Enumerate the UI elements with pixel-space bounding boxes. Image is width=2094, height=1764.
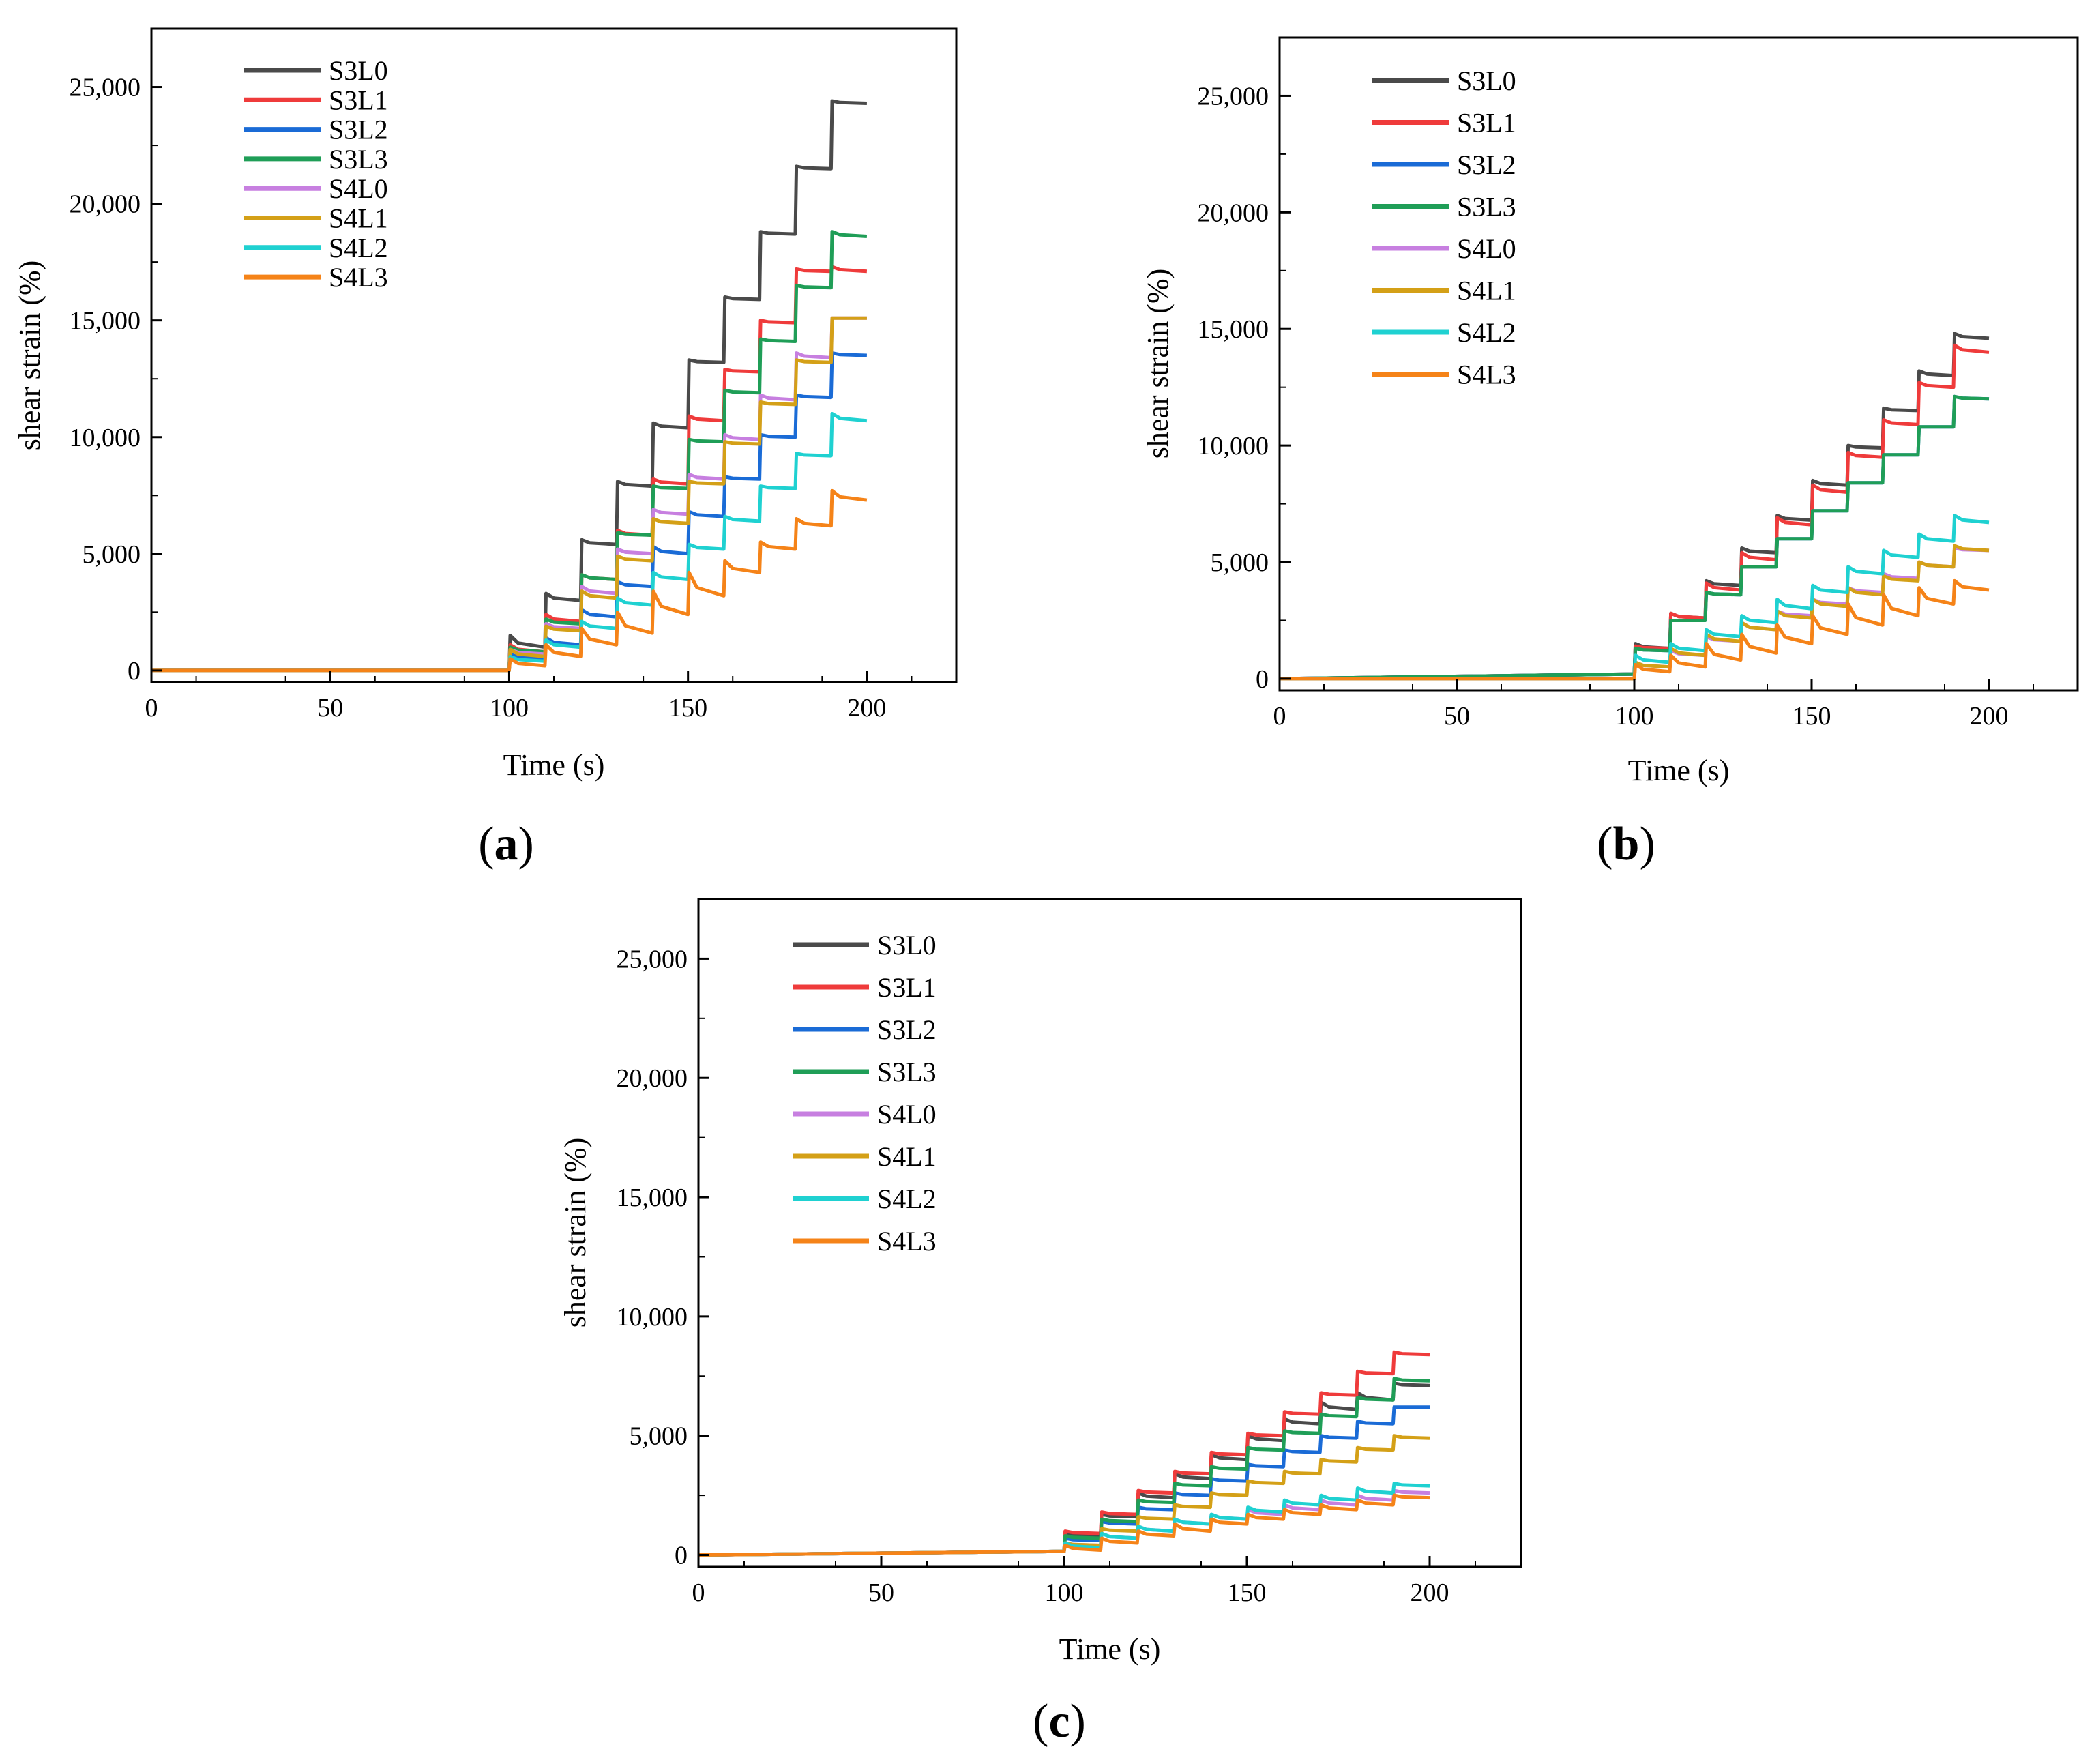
legend-label: S4L2	[329, 233, 388, 263]
y-tick-label: 10,000	[70, 424, 141, 452]
legend-label: S3L2	[1457, 149, 1516, 180]
panel-c-legend: S3L0 S3L1 S3L2 S3L3 S4L0 S4L1 S4L2 S4L3	[793, 930, 937, 1256]
y-tick-label: 15,000	[1198, 315, 1269, 344]
x-tick-label: 50	[317, 694, 343, 722]
x-tick-label: 200	[1411, 1578, 1449, 1607]
panel-b-legend: S3L0 S3L1 S3L2 S3L3 S4L0 S4L1 S4L2 S4L3	[1372, 65, 1516, 390]
legend-label: S3L3	[329, 144, 388, 175]
y-tick-label: 15,000	[617, 1184, 688, 1212]
panel-a-x-axis-title: Time (s)	[503, 748, 605, 782]
legend-label: S3L2	[877, 1014, 937, 1045]
y-tick-label: 25,000	[1198, 82, 1269, 111]
y-tick-label: 5,000	[83, 540, 141, 569]
legend-label: S3L1	[1457, 108, 1516, 138]
legend-label: S4L3	[329, 262, 388, 293]
legend-label: S4L3	[1457, 359, 1516, 390]
x-tick-label: 100	[1615, 702, 1654, 731]
y-tick-label: 0	[1256, 665, 1269, 694]
panel-b-ticks: 0 50 100 150 200 0 5,000 10,000 15,000 20,000 25,0…	[1198, 82, 2034, 731]
x-tick-label: 200	[1970, 702, 2009, 731]
x-tick-label: 100	[1045, 1578, 1084, 1607]
x-tick-label: 150	[668, 694, 707, 722]
y-tick-label: 10,000	[617, 1303, 688, 1332]
legend-label: S4L3	[877, 1226, 937, 1256]
x-tick-label: 0	[1273, 702, 1286, 731]
legend-label: S4L1	[877, 1141, 937, 1172]
series-line-s4l3	[1280, 578, 1990, 681]
x-tick-label: 50	[868, 1578, 894, 1607]
y-tick-label: 20,000	[1198, 199, 1269, 227]
y-tick-label: 0	[128, 657, 141, 686]
panel-a-ticks: 0 50 100 150 200 0 5,000 10,000 15,000 20,000 25,0…	[70, 74, 913, 722]
panel-a-label: (a)	[478, 818, 534, 870]
panel-c: 0 50 100 150 200 0 5,000 10,000 15,000 20,000 25,0…	[559, 898, 1522, 1748]
panel-a-lines	[151, 99, 868, 673]
y-tick-label: 10,000	[1198, 432, 1269, 460]
legend-label: S3L3	[877, 1057, 937, 1087]
series-line-s4l2	[151, 412, 868, 673]
series-line-s3l1	[698, 1350, 1430, 1557]
legend-label: S4L0	[877, 1099, 937, 1130]
panel-b-lines	[1279, 332, 1990, 681]
legend-label: S4L2	[877, 1184, 937, 1214]
legend-label: S3L3	[1457, 192, 1516, 222]
legend-label: S4L0	[1457, 233, 1516, 264]
panel-b: 0 50 100 150 200 0 5,000 10,000 15,000 20,000 25,0…	[1141, 36, 2079, 870]
y-tick-label: 25,000	[617, 945, 688, 973]
legend-label: S3L1	[329, 85, 388, 115]
x-tick-label: 150	[1228, 1578, 1267, 1607]
legend-label: S3L0	[1457, 65, 1516, 96]
series-line-s4l2	[1280, 514, 1990, 681]
panel-a-y-axis-title: shear strain (%)	[13, 261, 46, 451]
series-line-s4l1	[698, 1434, 1430, 1557]
y-tick-label: 25,000	[70, 74, 141, 102]
legend-label: S3L1	[877, 972, 937, 1003]
y-tick-label: 0	[675, 1542, 688, 1570]
series-line-s4l3	[698, 1493, 1430, 1557]
panel-b-y-axis-title: shear strain (%)	[1141, 269, 1175, 459]
series-line-s4l1	[151, 316, 867, 673]
y-tick-label: 20,000	[617, 1064, 688, 1093]
legend-label: S4L1	[1457, 276, 1516, 306]
series-line-s4l3	[151, 488, 868, 673]
legend-label: S4L0	[329, 173, 388, 204]
y-tick-label: 5,000	[630, 1422, 688, 1451]
x-tick-label: 200	[847, 694, 886, 722]
y-tick-label: 15,000	[70, 307, 141, 336]
series-line-s3l0	[151, 99, 867, 673]
panel-c-x-axis-title: Time (s)	[1059, 1632, 1161, 1666]
series-line-s3l3	[698, 1377, 1430, 1557]
series-line-s3l1	[1279, 343, 1990, 681]
series-line-s3l3	[1279, 394, 1990, 681]
x-tick-label: 0	[145, 694, 158, 722]
legend-label: S3L2	[329, 115, 388, 145]
panel-c-lines	[698, 1350, 1430, 1557]
series-line-s3l3	[151, 230, 868, 673]
y-tick-label: 20,000	[70, 190, 141, 219]
x-tick-label: 100	[490, 694, 529, 722]
legend-label: S3L0	[329, 55, 388, 86]
panel-c-ticks: 0 50 100 150 200 0 5,000 10,000 15,000 20,000 25,0…	[617, 945, 1476, 1607]
legend-label: S4L1	[329, 203, 388, 234]
legend-label: S3L0	[877, 930, 937, 960]
panel-c-label: (c)	[1033, 1695, 1086, 1748]
x-tick-label: 150	[1793, 702, 1831, 731]
series-line-s3l1	[151, 265, 868, 673]
y-tick-label: 5,000	[1211, 548, 1269, 577]
panel-b-x-axis-title: Time (s)	[1628, 754, 1730, 787]
legend-label: S4L2	[1457, 317, 1516, 348]
series-line-s4l2	[698, 1482, 1430, 1557]
panel-a: 0 50 100 150 200 0 5,000 10,000 15,000 20,000 25,0…	[13, 27, 958, 870]
panel-c-y-axis-title: shear strain (%)	[559, 1138, 592, 1328]
x-tick-label: 0	[692, 1578, 705, 1607]
x-tick-label: 50	[1444, 702, 1470, 731]
panel-b-label: (b)	[1597, 818, 1655, 870]
